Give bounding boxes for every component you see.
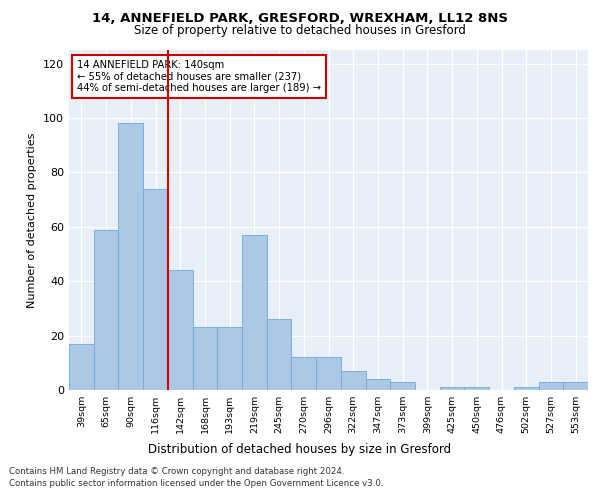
Bar [143, 188, 168, 390]
Bar [341, 371, 365, 390]
Text: Contains HM Land Registry data © Crown copyright and database right 2024.: Contains HM Land Registry data © Crown c… [9, 468, 344, 476]
Text: 14 ANNEFIELD PARK: 140sqm
← 55% of detached houses are smaller (237)
44% of semi: 14 ANNEFIELD PARK: 140sqm ← 55% of detac… [77, 60, 321, 94]
Bar [390, 382, 415, 390]
Text: 14, ANNEFIELD PARK, GRESFORD, WREXHAM, LL12 8NS: 14, ANNEFIELD PARK, GRESFORD, WREXHAM, L… [92, 12, 508, 26]
Bar [440, 388, 464, 390]
Bar [563, 382, 588, 390]
Bar [514, 388, 539, 390]
Text: Distribution of detached houses by size in Gresford: Distribution of detached houses by size … [148, 442, 452, 456]
Bar [316, 358, 341, 390]
Bar [242, 235, 267, 390]
Text: Size of property relative to detached houses in Gresford: Size of property relative to detached ho… [134, 24, 466, 37]
Bar [464, 388, 489, 390]
Bar [118, 124, 143, 390]
Bar [193, 328, 217, 390]
Text: Contains public sector information licensed under the Open Government Licence v3: Contains public sector information licen… [9, 479, 383, 488]
Bar [168, 270, 193, 390]
Bar [292, 358, 316, 390]
Bar [69, 344, 94, 390]
Bar [94, 230, 118, 390]
Bar [365, 379, 390, 390]
Bar [539, 382, 563, 390]
Bar [217, 328, 242, 390]
Y-axis label: Number of detached properties: Number of detached properties [28, 132, 37, 308]
Bar [267, 320, 292, 390]
